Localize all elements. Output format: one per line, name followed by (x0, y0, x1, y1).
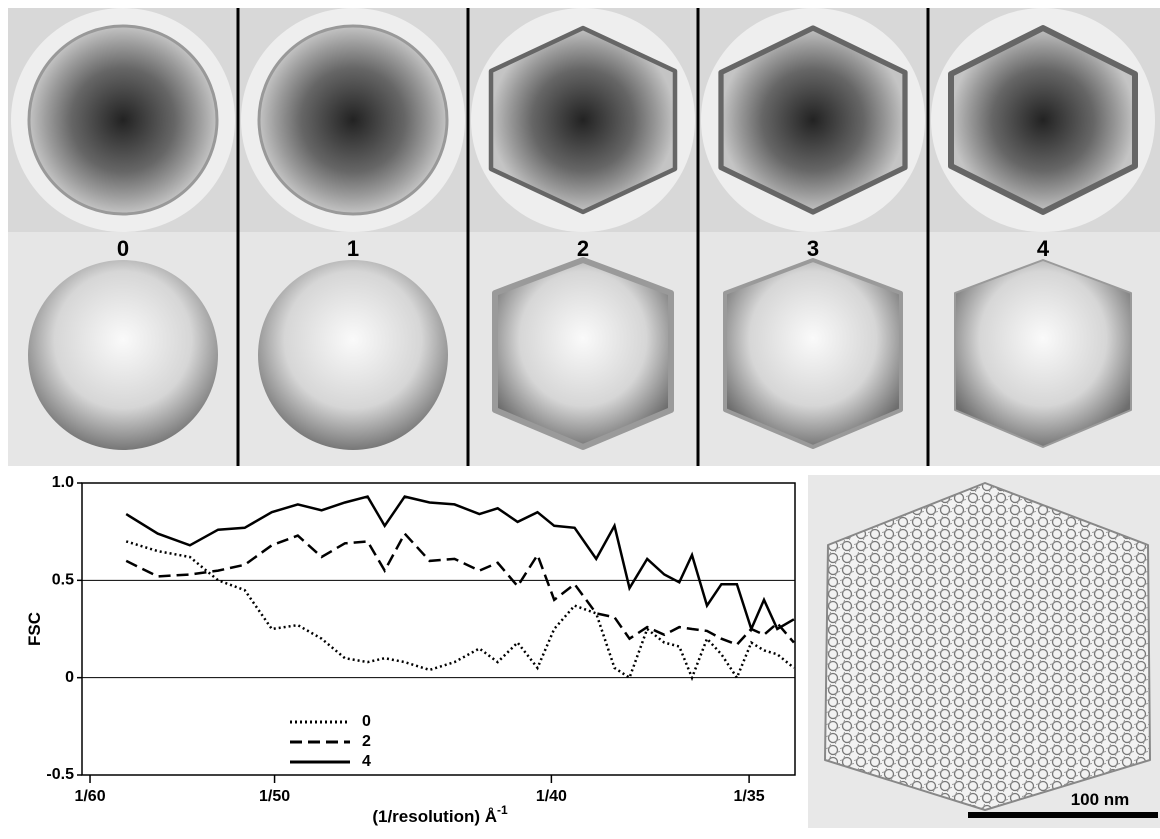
x-tick-label: 1/40 (536, 788, 567, 805)
x-axis-label-sup: -1 (497, 803, 508, 817)
reconstruction: 100 nm (808, 475, 1160, 828)
surface-render (725, 260, 901, 447)
surface-render (258, 260, 448, 450)
x-axis-label: (1/resolution) Å-1 (372, 803, 508, 826)
panel-label: 4 (1037, 236, 1050, 261)
x-tick-label: 1/35 (734, 788, 765, 805)
legend-label: 0 (362, 713, 371, 730)
y-tick-label: 0.5 (52, 572, 74, 589)
y-tick-label: -0.5 (46, 766, 74, 783)
surface-render (28, 260, 218, 450)
y-tick-label: 1.0 (52, 474, 74, 491)
x-tick-label: 1/60 (74, 788, 105, 805)
y-axis-label: FSC (25, 612, 44, 646)
legend-label: 2 (362, 733, 371, 750)
x-axis-label-text: (1/resolution) Å (372, 807, 497, 826)
surface-render (955, 260, 1131, 447)
legend-label: 4 (362, 753, 371, 770)
scale-bar-label: 100 nm (1071, 790, 1130, 809)
density-slice (29, 26, 217, 214)
surface-render (495, 260, 671, 447)
fsc-plot: FSC (1/resolution) Å-1 (25, 483, 795, 826)
panel-label: 0 (117, 236, 129, 261)
density-slice (259, 26, 447, 214)
panel-label: 1 (347, 236, 359, 261)
panel-label: 3 (807, 236, 819, 261)
x-tick-label: 1/50 (259, 788, 290, 805)
figure: 0 1 2 3 4 FSC (1/resolution) Å-1 100 nm -0.5… (0, 0, 1160, 834)
capsid-image (825, 483, 1150, 810)
y-tick-label: 0 (65, 669, 74, 686)
